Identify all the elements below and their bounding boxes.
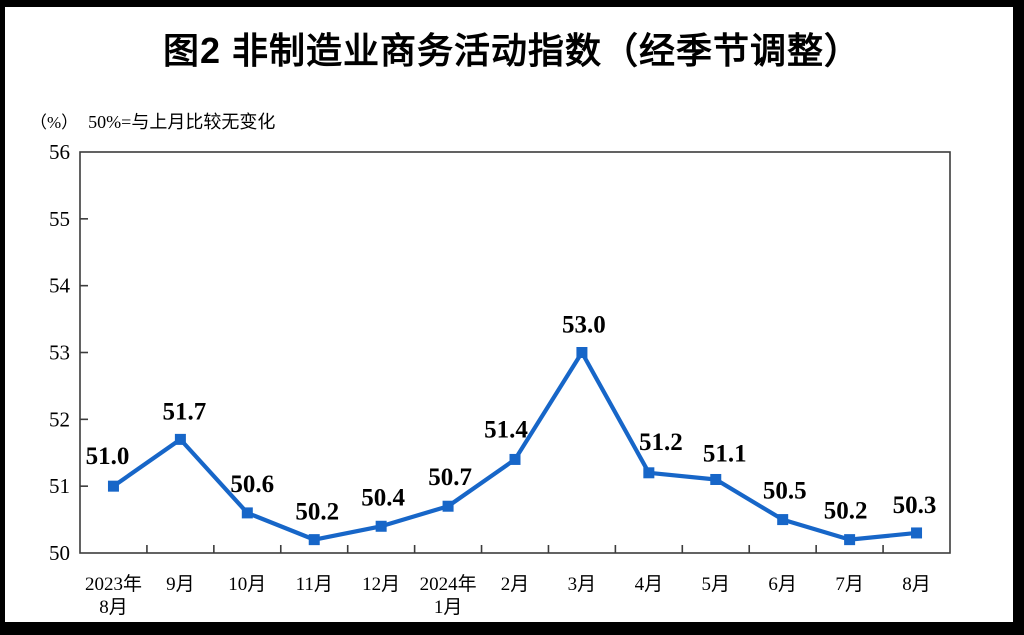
y-tick-label: 52 <box>49 407 70 431</box>
x-tick-label: 2024年 <box>420 573 477 595</box>
data-point-label: 51.1 <box>703 440 747 467</box>
y-tick-label: 56 <box>49 140 70 164</box>
chart-background <box>5 7 1013 622</box>
x-tick-label: 7月 <box>835 574 864 595</box>
data-point-label: 50.2 <box>824 498 868 525</box>
data-point-marker <box>509 453 521 465</box>
data-point-marker <box>710 473 722 485</box>
data-point-label: 50.4 <box>361 484 405 511</box>
x-tick-label: 2023年 <box>85 573 142 595</box>
data-point-label: 51.0 <box>86 443 130 470</box>
data-point-label: 51.4 <box>484 416 528 443</box>
data-point-marker <box>375 520 387 532</box>
y-axis-unit-label: （%） <box>30 113 79 132</box>
data-point-marker <box>241 507 253 519</box>
data-point-marker <box>777 514 789 526</box>
data-point-marker <box>643 467 655 479</box>
x-tick-label: 8月 <box>902 574 931 595</box>
data-line <box>111 350 919 542</box>
data-point-marker <box>174 433 186 445</box>
data-point-label: 50.3 <box>893 492 937 519</box>
data-point-label: 50.5 <box>763 478 807 505</box>
x-tick-label: 1月 <box>434 597 463 618</box>
x-tick-label: 5月 <box>702 574 731 595</box>
baseline-note: 50%=与上月比较无变化 <box>88 112 276 132</box>
plot-area-border <box>79 151 951 554</box>
x-tick-label: 10月 <box>228 574 266 595</box>
x-tick-label: 3月 <box>568 574 597 595</box>
data-point-label: 50.2 <box>295 499 339 526</box>
data-point-marker <box>844 534 856 546</box>
data-point-marker <box>911 527 923 539</box>
x-tick-label: 11月 <box>296 574 333 595</box>
y-tick-label: 53 <box>49 341 70 365</box>
x-tick-label: 12月 <box>362 574 400 595</box>
chart-title: 图2 非制造业商务活动指数（经季节调整） <box>162 30 862 71</box>
data-point-label: 51.2 <box>639 429 683 456</box>
x-tick-label: 8月 <box>99 597 128 618</box>
y-tick-label: 50 <box>49 541 70 565</box>
y-tick-label: 51 <box>49 474 70 498</box>
x-tick-label: 9月 <box>166 574 195 595</box>
data-point-marker <box>308 534 320 546</box>
data-point-label: 50.7 <box>428 464 472 491</box>
data-point-marker <box>442 500 454 512</box>
axis-unit-note: （%） 50%=与上月比较无变化 <box>30 108 275 134</box>
data-point-marker <box>107 480 119 492</box>
data-point-label: 50.6 <box>230 471 274 498</box>
data-point-marker <box>576 347 588 358</box>
y-tick-label: 55 <box>49 207 70 231</box>
data-point-label: 53.0 <box>562 312 606 339</box>
data-point-label: 51.7 <box>163 398 207 425</box>
x-tick-label: 4月 <box>635 574 664 595</box>
x-tick-label: 2月 <box>501 574 530 595</box>
x-tick-label: 6月 <box>768 574 797 595</box>
y-tick-label: 54 <box>49 274 71 298</box>
